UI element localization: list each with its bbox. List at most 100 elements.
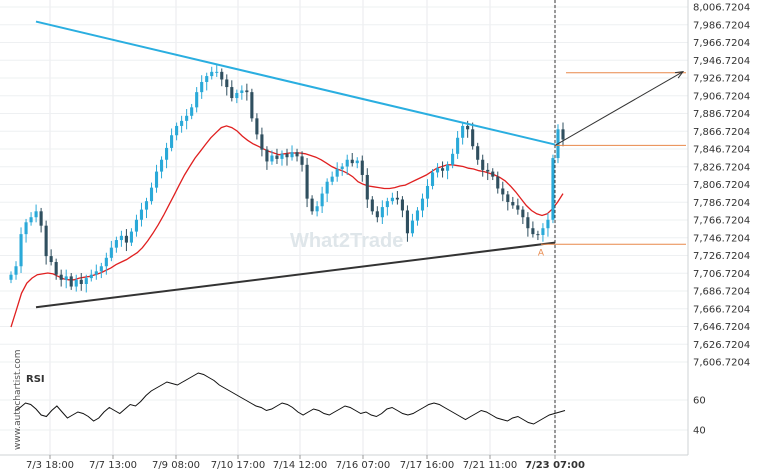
candle-body <box>255 118 259 135</box>
candle <box>551 154 555 224</box>
candle <box>410 213 415 237</box>
y-tick-label: 7,966.7204 <box>693 38 750 49</box>
candle-body <box>225 79 229 88</box>
candle-body <box>119 235 123 241</box>
candle-body <box>415 210 420 221</box>
candle <box>154 164 159 193</box>
candle-body <box>345 159 349 167</box>
candle-body <box>89 274 93 279</box>
candle-body <box>561 129 565 140</box>
x-tick-label: 7/7 13:00 <box>89 460 137 471</box>
y-tick-label: 7,886.7204 <box>693 109 750 120</box>
projection-arrow-head <box>674 71 685 79</box>
candle <box>255 113 259 140</box>
candle-body <box>385 201 389 208</box>
candle-body <box>365 174 369 200</box>
candle-body <box>59 274 63 280</box>
candle-body <box>435 168 440 173</box>
y-tick-label: 7,726.7204 <box>693 251 750 262</box>
candle-body <box>109 247 113 258</box>
candle <box>9 271 13 284</box>
candle <box>24 218 28 243</box>
candle <box>265 146 269 170</box>
candle <box>395 191 399 205</box>
candle-body <box>280 153 284 159</box>
candle <box>104 252 108 275</box>
axis-layer: 8,006.7204 7,986.7204 7,966.7204 7,946.7204… <box>0 0 750 471</box>
candle <box>129 228 133 246</box>
candle <box>139 202 144 227</box>
candle-body <box>74 279 78 287</box>
candle <box>435 163 440 178</box>
candle-body <box>129 231 133 243</box>
candle-body <box>546 219 550 229</box>
candle <box>230 80 234 102</box>
candle-body <box>516 205 520 210</box>
candle <box>245 83 249 101</box>
candle-body <box>205 76 209 82</box>
candle-body <box>175 125 179 136</box>
candle <box>205 72 209 91</box>
candle-body <box>195 92 199 108</box>
candle <box>531 221 535 238</box>
x-tick-label: 7/17 16:00 <box>400 460 454 471</box>
candle-body <box>230 87 234 99</box>
rsi-line <box>14 372 566 425</box>
candle <box>19 227 23 274</box>
candle-body <box>526 217 530 229</box>
candle-body <box>305 164 309 199</box>
candle-body <box>360 160 364 175</box>
candle <box>476 142 480 165</box>
candle <box>350 152 354 167</box>
candle-body <box>370 199 374 212</box>
candle-body <box>521 209 525 218</box>
x-tick-label: 7/21 11:00 <box>463 460 517 471</box>
candle-body <box>235 92 239 99</box>
candle <box>39 207 43 233</box>
x-tick-label: 7/23 07:00 <box>525 460 585 471</box>
y-tick-label: 7,906.7204 <box>693 91 750 102</box>
candle-body <box>310 198 314 212</box>
candle-body <box>149 187 154 202</box>
candle <box>546 213 550 237</box>
candle-body <box>446 164 450 171</box>
candle <box>305 158 309 208</box>
candle <box>149 182 154 205</box>
candle-body <box>19 234 23 267</box>
candle-body <box>250 92 254 119</box>
candle-body <box>400 199 404 211</box>
candle <box>195 87 199 113</box>
candle <box>405 205 409 242</box>
candle <box>170 128 174 152</box>
candle <box>471 122 475 150</box>
candle-body <box>471 129 475 147</box>
candle <box>280 150 284 166</box>
candle <box>536 230 540 241</box>
candle-body <box>420 198 425 211</box>
candle-body <box>451 153 455 165</box>
candle <box>14 261 18 280</box>
candle-body <box>486 169 490 172</box>
candle-body <box>395 197 399 200</box>
support-line <box>35 241 556 309</box>
candle-body <box>69 276 73 287</box>
candle <box>185 109 189 130</box>
candle-body <box>215 71 219 73</box>
candle <box>240 85 244 100</box>
candle-body <box>114 240 118 248</box>
candle <box>190 103 194 120</box>
candle-body <box>265 149 269 162</box>
candle <box>210 66 214 80</box>
candle <box>420 193 425 218</box>
y-tick-label: 8,006.7204 <box>693 3 750 14</box>
candle-body <box>24 222 28 235</box>
candle-body <box>220 71 224 80</box>
candle-body <box>531 228 535 235</box>
candle-body <box>29 217 33 223</box>
y-tick-label: 7,986.7204 <box>693 20 750 31</box>
watermark: What2Trade <box>290 230 403 252</box>
candle <box>54 258 58 280</box>
candle-body <box>355 160 359 164</box>
point-a-label: A <box>538 248 545 258</box>
